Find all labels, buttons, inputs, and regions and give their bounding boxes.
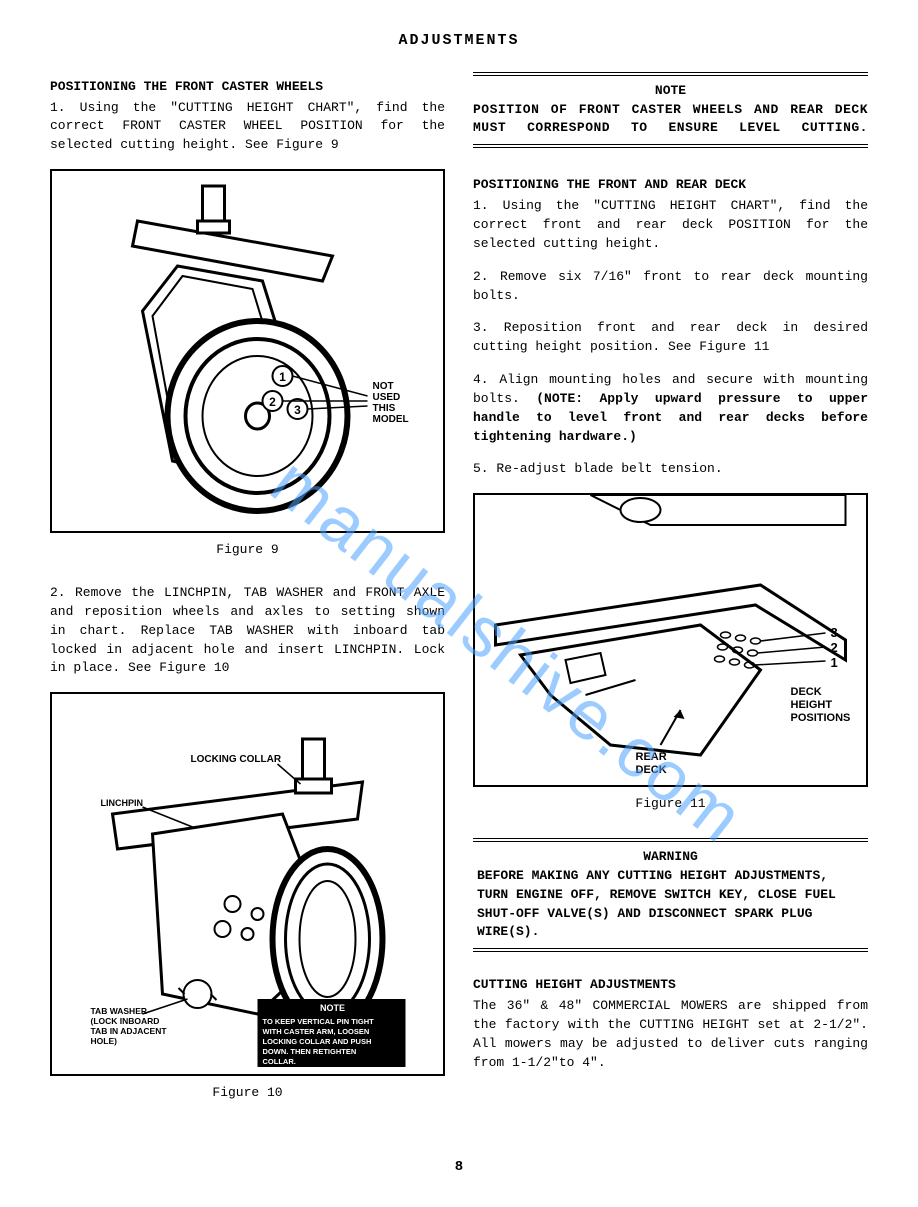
svg-text:DECK: DECK [636, 764, 667, 776]
svg-text:(LOCK INBOARD: (LOCK INBOARD [91, 1016, 160, 1026]
rule [473, 951, 868, 952]
right-step-2: 2. Remove six 7/16" front to rear deck m… [473, 268, 868, 306]
svg-text:2: 2 [269, 395, 276, 409]
figure-9: 1 2 3 NOT USED THIS MODEL [50, 169, 445, 533]
figure-11: 3 2 1 DECK HEIGHT POSITIONS REAR DECK [473, 493, 868, 787]
left-step-1: 1. Using the "CUTTING HEIGHT CHART", fin… [50, 99, 445, 156]
svg-text:THIS: THIS [373, 403, 396, 414]
rule [473, 144, 868, 145]
svg-text:DOWN. THEN RETIGHTEN: DOWN. THEN RETIGHTEN [263, 1047, 357, 1056]
svg-text:3: 3 [831, 625, 838, 640]
heading-caster-wheels: POSITIONING THE FRONT CASTER WHEELS [50, 78, 445, 97]
svg-text:LINCHPIN: LINCHPIN [101, 798, 144, 808]
rule [473, 147, 868, 148]
figure-10-svg: LOCKING COLLAR LINCHPIN TAB WAS [52, 694, 443, 1074]
svg-text:TO KEEP VERTICAL PIN TIGHT: TO KEEP VERTICAL PIN TIGHT [263, 1017, 375, 1026]
figure-10: LOCKING COLLAR LINCHPIN TAB WAS [50, 692, 445, 1076]
svg-text:DECK: DECK [791, 686, 822, 698]
svg-text:LOCKING COLLAR: LOCKING COLLAR [191, 754, 282, 765]
svg-text:2: 2 [831, 640, 838, 655]
svg-text:WITH CASTER ARM, LOOSEN: WITH CASTER ARM, LOOSEN [263, 1027, 370, 1036]
two-column-layout: POSITIONING THE FRONT CASTER WHEELS 1. U… [50, 70, 868, 1127]
figure-9-caption: Figure 9 [50, 541, 445, 560]
heading-cutting-height: CUTTING HEIGHT ADJUSTMENTS [473, 976, 868, 995]
page-title: ADJUSTMENTS [50, 30, 868, 52]
svg-text:HEIGHT: HEIGHT [791, 699, 833, 711]
figure-10-caption: Figure 10 [50, 1084, 445, 1103]
rule [473, 838, 868, 839]
left-column: POSITIONING THE FRONT CASTER WHEELS 1. U… [50, 70, 445, 1127]
figure-9-svg: 1 2 3 NOT USED THIS MODEL [52, 171, 443, 531]
note-title: NOTE [473, 82, 868, 101]
svg-text:NOTE: NOTE [320, 1003, 345, 1013]
right-step-5: 5. Re-adjust blade belt tension. [473, 460, 868, 479]
right-step-1: 1. Using the "CUTTING HEIGHT CHART", fin… [473, 197, 868, 254]
figure-11-caption: Figure 11 [473, 795, 868, 814]
rule [473, 72, 868, 73]
svg-text:POSITIONS: POSITIONS [791, 712, 851, 724]
cutting-height-body: The 36" & 48" COMMERCIAL MOWERS are ship… [473, 997, 868, 1072]
warning-title: WARNING [473, 848, 868, 867]
rule [473, 75, 868, 76]
figure-11-svg: 3 2 1 DECK HEIGHT POSITIONS REAR DECK [475, 495, 866, 785]
rule [473, 948, 868, 949]
svg-text:LOCKING COLLAR AND PUSH: LOCKING COLLAR AND PUSH [263, 1037, 372, 1046]
svg-text:NOT: NOT [373, 381, 394, 392]
svg-text:TAB WASHER: TAB WASHER [91, 1006, 148, 1016]
right-step-3: 3. Reposition front and rear deck in des… [473, 319, 868, 357]
right-column: NOTE POSITION OF FRONT CASTER WHEELS AND… [473, 70, 868, 1127]
svg-text:1: 1 [279, 370, 286, 384]
warning-body: BEFORE MAKING ANY CUTTING HEIGHT ADJUSTM… [473, 867, 868, 942]
rule [473, 841, 868, 842]
page-number: 8 [50, 1157, 868, 1177]
svg-text:USED: USED [373, 392, 401, 403]
note-body: POSITION OF FRONT CASTER WHEELS AND REAR… [473, 101, 868, 139]
svg-text:1: 1 [831, 655, 838, 670]
left-step-2: 2. Remove the LINCHPIN, TAB WASHER and F… [50, 584, 445, 678]
svg-text:REAR: REAR [636, 751, 667, 763]
svg-text:HOLE): HOLE) [91, 1036, 118, 1046]
svg-text:TAB IN ADJACENT: TAB IN ADJACENT [91, 1026, 168, 1036]
right-step-4: 4. Align mounting holes and secure with … [473, 371, 868, 446]
heading-front-rear-deck: POSITIONING THE FRONT AND REAR DECK [473, 176, 868, 195]
svg-text:MODEL: MODEL [373, 414, 409, 425]
svg-text:3: 3 [294, 403, 301, 417]
svg-text:COLLAR.: COLLAR. [263, 1057, 296, 1066]
